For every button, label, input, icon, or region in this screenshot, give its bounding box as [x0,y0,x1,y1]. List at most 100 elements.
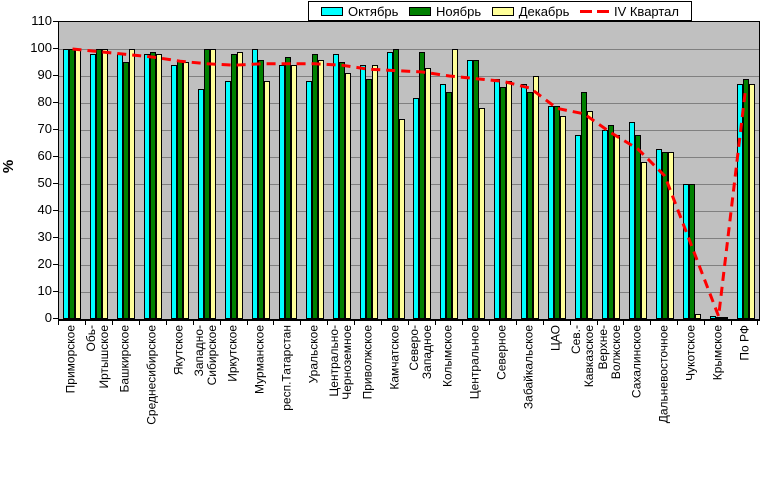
x-tick-label: Среднесибирское [139,325,166,479]
bar-group [490,22,517,319]
x-tick-mark [731,320,733,325]
legend-item: Ноябрь [408,4,481,19]
plot-area [58,21,760,321]
bar-Декабрь [506,81,513,319]
x-tick-label-text: Колымское [440,325,455,388]
bar-group [59,22,86,319]
bar-Декабрь [560,116,567,319]
x-tick-label: По РФ [731,325,758,479]
y-tick-label: 110 [31,13,52,28]
bar-Декабрь [479,108,486,319]
x-tick-label-text: Мурманское [252,325,267,394]
bar-Декабрь [533,76,540,319]
x-tick-label-text: Якутское [171,325,186,376]
y-tick-mark [53,102,58,103]
y-tick-label: 80 [37,94,52,109]
x-tick-label: ЦАО [543,325,570,479]
bar-Декабрь [371,65,378,319]
bar-Декабрь [156,54,163,319]
bar-group [382,22,409,319]
y-tick-mark [53,129,58,130]
bar-group [651,22,678,319]
legend-item: IV Квартал [579,4,679,19]
x-tick-mark [677,320,679,325]
x-tick-label: Крымское [704,325,731,479]
x-tick-label-text: Забайкальское [521,325,536,410]
x-tick-label-text: Приволжское [360,325,375,400]
bar-Декабрь [694,314,701,319]
x-tick-label-text: Камчатское [387,325,402,390]
bar-Декабрь [102,49,109,319]
x-tick-label-text: Дальневосточное [656,325,671,424]
y-tick-mark [53,237,58,238]
bar-group [544,22,571,319]
legend-swatch-Ноябрь [408,6,431,16]
bar-group [597,22,624,319]
x-tick-mark [408,320,409,325]
x-tick-mark [273,320,275,325]
x-tick-mark [192,320,194,325]
x-tick-label: Обь- Иртышское [84,325,112,479]
bar-Декабрь [667,152,674,319]
x-tick-label-text: Иркутское [225,325,240,382]
y-tick-mark [53,291,58,292]
y-tick-label: 50 [37,175,52,190]
x-tick-mark [434,320,436,325]
bar-group [113,22,140,319]
bar-Декабрь [236,52,243,319]
bar-Декабрь [210,49,217,319]
bar-Ноябрь [688,184,695,319]
bar-Декабрь [640,162,647,319]
bar-Декабрь [75,49,82,319]
bar-group [732,22,759,319]
x-tick-mark [84,320,86,325]
x-tick-mark [488,320,490,325]
y-tick-mark [53,156,58,157]
y-tick-mark [53,48,58,49]
y-tick-mark [53,318,58,319]
x-tick-mark [58,320,59,325]
x-tick-label: Забайкальское [516,325,543,479]
x-tick-label: Колымское [435,325,462,479]
x-tick-label: Северо- Западное [407,325,435,479]
y-tick-label: 10 [37,283,52,298]
legend-label: Декабрь [518,3,570,19]
x-tick-mark [354,320,356,325]
legend-swatch-IV Квартал [579,9,609,13]
x-tick-mark [138,320,140,325]
bar-group [463,22,490,319]
bar-Декабрь [317,60,324,319]
x-tick-label: Мурманское [246,325,273,479]
x-tick-label: Верхне- Волжское [596,325,623,479]
x-tick-mark [596,320,598,325]
x-tick-mark [569,320,571,325]
bar-Декабрь [344,73,351,319]
x-tick-label: респ.Татарстан [273,325,300,479]
bar-group [624,22,651,319]
y-tick-label: 100 [30,40,52,55]
x-tick-label: Иркутское [220,325,247,479]
bar-group [274,22,301,319]
legend-swatch-Октябрь [321,6,343,16]
bar-Декабрь [290,65,297,319]
y-tick-mark [53,21,58,22]
bar-group [571,22,598,319]
bar-Декабрь [452,49,459,319]
x-tick-label-text: Сев.- Кавказское [568,325,596,388]
bar-Декабрь [748,84,755,319]
x-tick-mark [461,320,463,325]
x-tick-label: Сахалинское [623,325,650,479]
x-tick-label-text: Приморское [63,325,78,394]
x-tick-mark [327,320,329,325]
legend-item: Декабрь [491,3,570,19]
x-tick-mark [381,320,383,325]
x-tick-label-text: Западно- Сибирское [192,325,220,386]
x-tick-mark [623,320,625,325]
y-tick-label: 30 [37,229,52,244]
x-tick-mark [165,320,167,325]
bar-group [678,22,705,319]
bar-group [194,22,221,319]
x-tick-label-text: Центральное [467,325,482,400]
x-tick-mark [246,320,248,325]
